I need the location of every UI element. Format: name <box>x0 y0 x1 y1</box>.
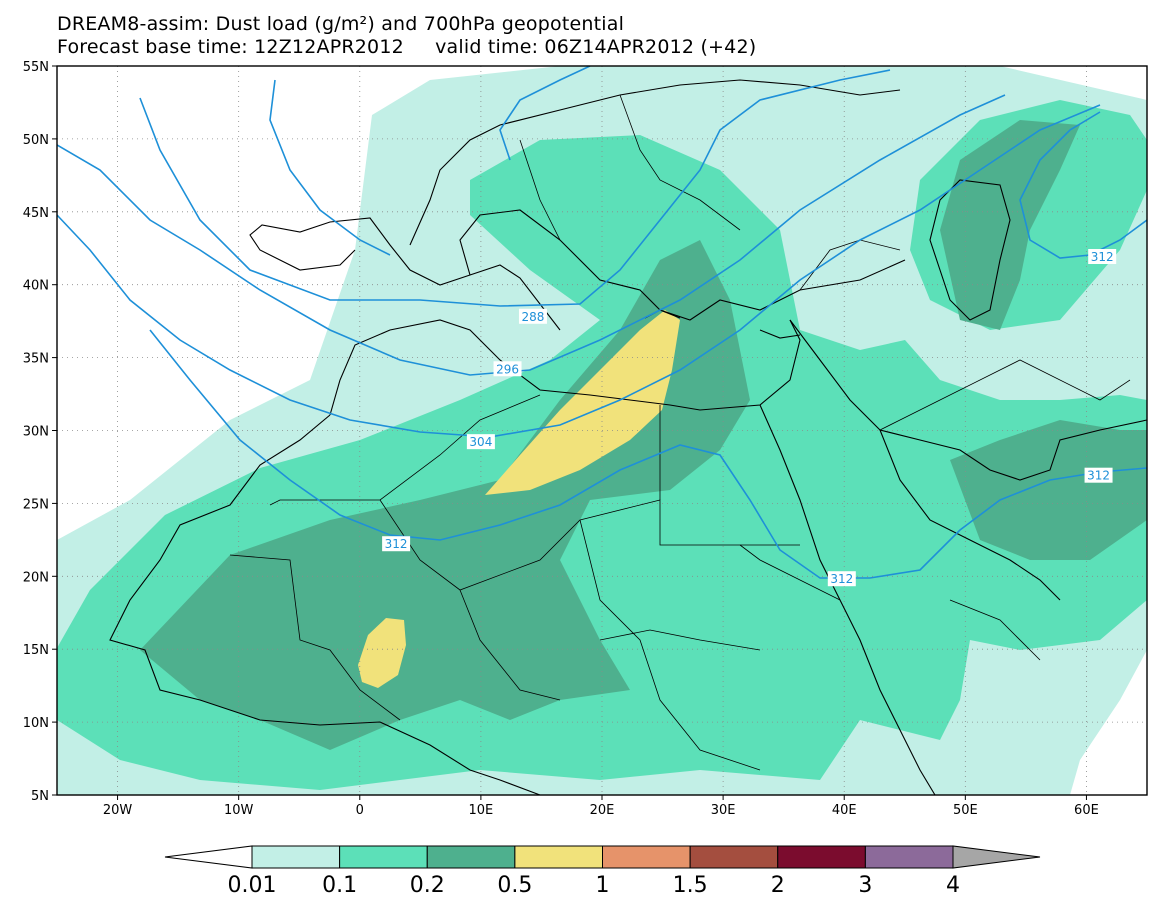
colorbar-high-arrow <box>952 845 1041 869</box>
forecast-time-subtitle: Forecast base time: 12Z12APR2012 valid t… <box>57 36 757 58</box>
geopotential-contours <box>57 66 1147 579</box>
contour-label-bg <box>1084 467 1113 483</box>
contour-label: 304 <box>469 435 492 449</box>
coastlines <box>109 79 1147 795</box>
lon-tick-label: 30E <box>711 803 736 818</box>
lon-tick-label: 10W <box>224 803 254 818</box>
contour-label: 288 <box>522 310 545 324</box>
colorbar-segment <box>339 845 428 869</box>
contour-label-bg <box>493 361 522 377</box>
lon-tick-label: 10E <box>469 803 494 818</box>
colorbar-label: 0.5 <box>497 873 532 898</box>
colorbar-label: 0.1 <box>322 873 357 898</box>
colorbar-segment <box>514 845 603 869</box>
colorbar-label: 1.5 <box>673 873 708 898</box>
colorbar-segment <box>602 845 691 869</box>
contour-label-bg <box>466 434 495 450</box>
lat-tick-label: 50N <box>23 133 49 148</box>
colorbar-low-arrow <box>164 845 253 869</box>
contour-label: 312 <box>385 537 408 551</box>
contour-label: 312 <box>1087 469 1110 483</box>
contour-label: 296 <box>496 362 519 376</box>
colorbar-segment <box>864 845 954 869</box>
colorbar-label: 0.2 <box>410 873 445 898</box>
colorbar-segment <box>251 845 341 869</box>
colorbar-label: 1 <box>596 873 610 898</box>
latitude-axis: 55N 50N 45N 40N 35N 30N 25N 20N 15N 10N 5N <box>23 60 57 804</box>
lon-tick-label: 40E <box>832 803 857 818</box>
colorbar-label: 2 <box>771 873 785 898</box>
colorbar: 0.01 0.1 0.2 0.5 1 1.5 2 3 4 <box>164 845 1041 898</box>
lat-tick-label: 55N <box>23 60 49 75</box>
lat-tick-label: 20N <box>23 570 49 585</box>
lat-tick-label: 40N <box>23 279 49 294</box>
contour-label-bg <box>518 308 547 324</box>
contour-label: 312 <box>830 572 853 586</box>
lon-tick-label: 60E <box>1074 803 1099 818</box>
contour-label-bg <box>1088 248 1117 264</box>
lat-tick-label: 35N <box>23 352 49 367</box>
lon-tick-label: 50E <box>953 803 978 818</box>
contour-label-bg <box>827 571 856 587</box>
lon-tick-label: 20W <box>103 803 133 818</box>
dust-level-0.5 <box>358 310 680 688</box>
colorbar-segment <box>426 845 516 869</box>
colorbar-label: 0.01 <box>228 873 277 898</box>
contour-labels: 288 296 304 312 312 312 312 <box>382 248 1117 587</box>
map-plot-area: 288 296 304 312 312 312 312 <box>57 66 1147 795</box>
lat-tick-label: 10N <box>23 716 49 731</box>
colorbar-segment <box>777 845 866 869</box>
country-borders <box>229 94 1131 771</box>
lon-tick-label: 0 <box>356 803 364 818</box>
colorbar-segment <box>689 845 779 869</box>
longitude-axis: 20W 10W 0 10E 20E 30E 40E 50E 60E <box>103 795 1099 818</box>
lat-tick-label: 30N <box>23 425 49 440</box>
lat-tick-label: 45N <box>23 206 49 221</box>
contour-label-bg <box>382 536 411 552</box>
colorbar-label: 4 <box>946 873 960 898</box>
lat-tick-label: 5N <box>31 789 49 804</box>
contour-label: 312 <box>1091 250 1114 264</box>
lat-tick-label: 25N <box>23 497 49 512</box>
lon-tick-label: 20E <box>590 803 615 818</box>
map-title: DREAM8-assim: Dust load (g/m²) and 700hP… <box>57 13 625 35</box>
lat-tick-label: 15N <box>23 643 49 658</box>
colorbar-label: 3 <box>858 873 872 898</box>
